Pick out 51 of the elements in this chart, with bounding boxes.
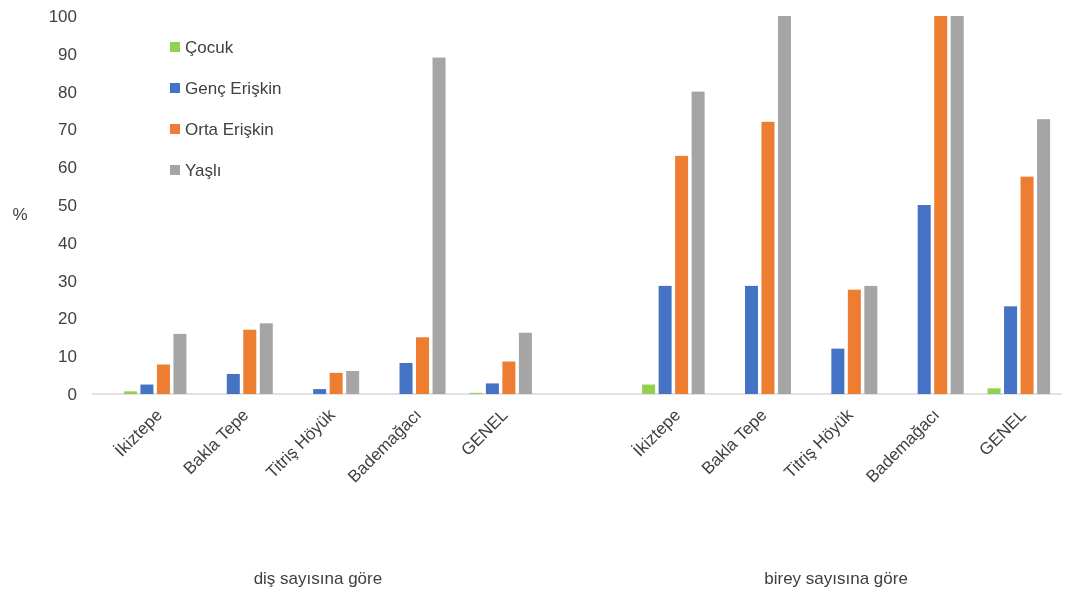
bar (518, 332, 532, 394)
bar (140, 384, 154, 394)
bar (1004, 306, 1018, 394)
bar (226, 373, 240, 394)
y-tick-label: 30 (58, 271, 77, 291)
bar (831, 348, 845, 394)
bar (123, 391, 137, 394)
text: birey sayısına göre (764, 569, 908, 588)
legend-label: Genç Erişkin (185, 78, 282, 98)
bar (658, 285, 672, 394)
y-tick-label: 100 (48, 6, 77, 26)
bar (917, 205, 931, 394)
bar (691, 91, 705, 394)
bar (485, 383, 499, 394)
y-tick-label: 50 (58, 195, 77, 215)
bar (777, 16, 791, 394)
bar (761, 121, 775, 394)
bar (259, 323, 273, 394)
bar (1037, 119, 1051, 394)
bar (173, 333, 187, 394)
y-tick-label: 40 (58, 233, 77, 253)
legend-label: Çocuk (185, 37, 234, 57)
bar (416, 337, 430, 394)
bar (1020, 176, 1034, 394)
y-tick-label: 20 (58, 309, 77, 329)
y-tick-label: 0 (67, 384, 77, 404)
bar (243, 329, 257, 394)
bar (934, 16, 948, 394)
bar (744, 285, 758, 394)
y-tick-label: 70 (58, 120, 77, 140)
bar (346, 370, 360, 394)
legend-label: Orta Erişkin (185, 119, 274, 139)
bar (313, 389, 327, 394)
bar (329, 372, 343, 394)
bar (502, 361, 516, 394)
bar (864, 285, 878, 394)
text: diş sayısına göre (253, 569, 383, 588)
bar (847, 289, 861, 394)
bar (399, 363, 413, 394)
y-tick-label: 60 (58, 158, 77, 178)
bar (432, 57, 446, 394)
y-axis-title: % (12, 205, 28, 224)
bar (950, 16, 964, 394)
bar (675, 155, 689, 394)
y-tick-label: 80 (58, 82, 77, 102)
legend-label: Yaşlı (185, 160, 222, 180)
bar (987, 388, 1001, 394)
bar (642, 384, 656, 394)
y-tick-label: 10 (58, 347, 77, 367)
y-tick-label: 90 (58, 44, 77, 64)
bar (156, 364, 170, 394)
